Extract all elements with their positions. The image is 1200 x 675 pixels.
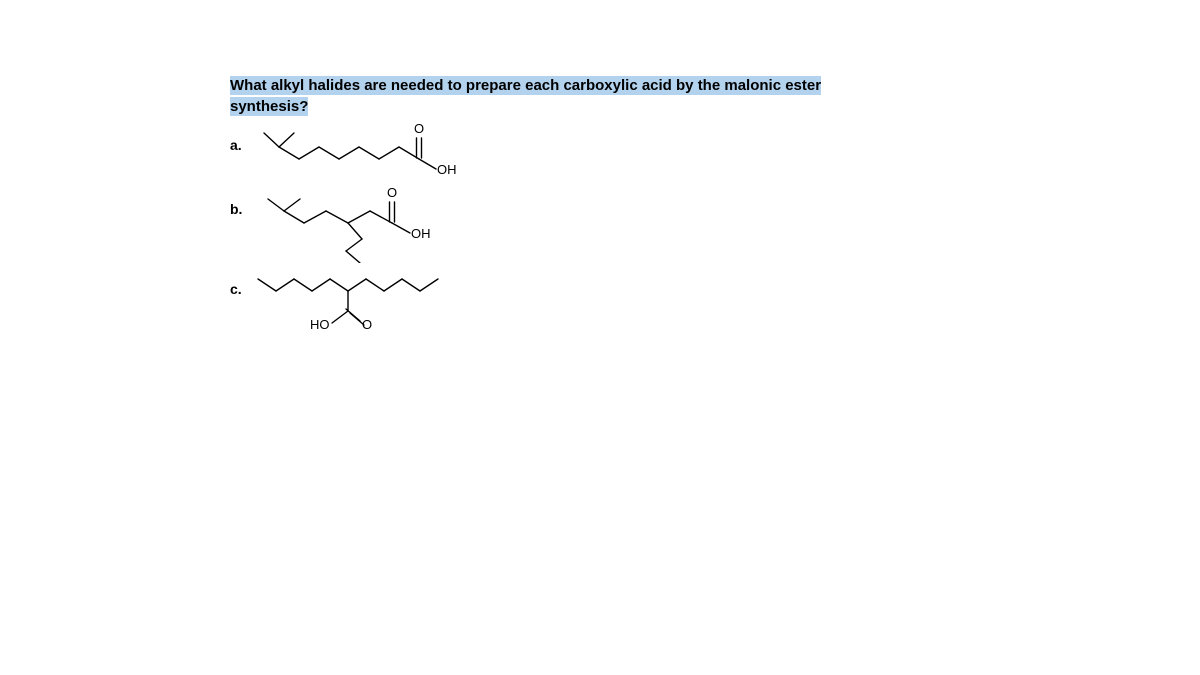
atom-b-O: O [387, 185, 397, 200]
part-a-label: a. [230, 125, 254, 153]
question-line2: synthesis? [230, 97, 308, 116]
structure-a: O OH [254, 125, 474, 183]
structure-c: HO O [254, 269, 484, 339]
atom-b-OH: OH [411, 226, 431, 241]
atom-a-OH: OH [437, 162, 457, 177]
part-c-label: c. [230, 269, 254, 297]
molecule-b-svg [254, 189, 464, 263]
problem-block: What alkyl halides are needed to prepare… [230, 75, 950, 345]
part-b-label: b. [230, 189, 254, 217]
question-text: What alkyl halides are needed to prepare… [230, 75, 950, 117]
atom-c-O: O [362, 317, 372, 332]
atom-a-O: O [414, 121, 424, 136]
part-a: a. [230, 125, 950, 183]
structure-b: O OH [254, 189, 464, 263]
atom-c-HO: HO [310, 317, 330, 332]
parts-container: a. [230, 125, 950, 339]
question-line1: What alkyl halides are needed to prepare… [230, 76, 821, 95]
part-b: b. [230, 189, 950, 263]
part-c: c. [230, 269, 950, 339]
